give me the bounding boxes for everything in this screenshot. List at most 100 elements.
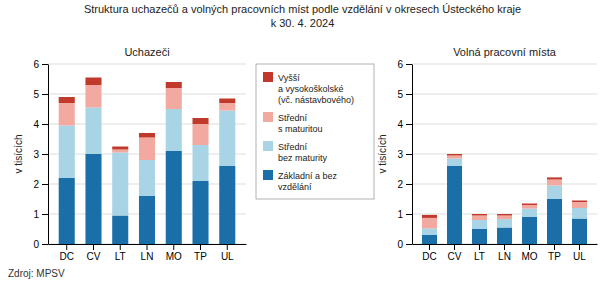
legend-label: Základní a bezvzdělání: [278, 171, 338, 192]
text-line: vzdělání: [278, 182, 312, 192]
y-tick: 3: [397, 149, 412, 160]
tick-mark: [406, 154, 412, 155]
bars: [59, 78, 236, 245]
bar: [192, 181, 208, 244]
bar: [422, 218, 437, 229]
y-tick-label: 4: [33, 119, 39, 130]
bar: [219, 111, 235, 167]
y-tick-label: 1: [33, 209, 39, 220]
x-tick: DC: [422, 244, 436, 262]
x-tick: LN: [498, 244, 511, 262]
tick-mark: [406, 64, 412, 65]
x-tick: MO: [166, 244, 182, 262]
bar-series: [59, 108, 236, 216]
text-line: Vyšší: [278, 73, 300, 83]
bar: [166, 88, 182, 109]
x-tick: LT: [115, 244, 126, 262]
text-line: (vč. nástavbového): [278, 95, 354, 105]
legend-swatch: [263, 72, 273, 82]
y-tick: 1: [397, 209, 412, 220]
bar: [139, 196, 155, 244]
bar: [112, 150, 128, 153]
x-tick-label: MO: [521, 251, 537, 262]
bar: [139, 133, 155, 138]
grid-line: [48, 124, 246, 125]
chart-figure: Struktura uchazečů a volných pracovních …: [0, 0, 605, 282]
bar: [85, 78, 101, 86]
bar: [59, 126, 75, 179]
grid-line: [412, 214, 597, 215]
x-tick: CV: [87, 244, 101, 262]
x-tick: TP: [194, 244, 207, 262]
text-line: Základní a bez: [278, 171, 338, 181]
tick-mark: [554, 244, 555, 250]
y-tick: 6: [397, 59, 412, 70]
legend-label: Vyššía vysokoškolské(vč. nástavbového): [278, 73, 354, 105]
x-tick-label: TP: [548, 251, 561, 262]
tick-mark: [42, 184, 48, 185]
bar: [522, 205, 537, 209]
text-line: s maturitou: [278, 124, 323, 134]
bar: [522, 204, 537, 206]
bar: [497, 219, 512, 227]
annotation: Zdroj: MPSV: [8, 268, 65, 279]
tick-mark: [406, 124, 412, 125]
y-tick: 2: [397, 179, 412, 190]
x-tick-label: UL: [573, 251, 586, 262]
y-tick: 5: [397, 89, 412, 100]
bar: [139, 160, 155, 196]
bar: [166, 109, 182, 151]
bar: [472, 216, 487, 221]
grid-line: [412, 94, 597, 95]
x-tick-label: DC: [60, 251, 74, 262]
bar: [112, 153, 128, 216]
bars: [422, 154, 587, 244]
text-line: bez maturity: [278, 153, 328, 163]
x-tick-label: CV: [87, 251, 101, 262]
bar: [139, 138, 155, 161]
x-axis: DCCVLTLNMOTPUL: [413, 244, 598, 262]
chart-panel: 0123456DCCVLTLNMOTPULVolná pracovní míst…: [377, 46, 598, 262]
x-tick: LT: [474, 244, 485, 262]
bar: [85, 108, 101, 155]
bar-series: [422, 154, 587, 218]
y-tick: 4: [33, 119, 48, 130]
y-axis: 0123456: [33, 59, 48, 250]
bar-series: [59, 78, 236, 150]
bar: [422, 215, 437, 218]
bar: [522, 209, 537, 217]
grid: [412, 64, 597, 244]
y-tick: 0: [397, 239, 412, 250]
text-line: a vysokoškolské: [278, 84, 344, 94]
bar: [166, 151, 182, 244]
y-tick-label: 0: [33, 239, 39, 250]
x-tick-label: MO: [166, 251, 182, 262]
bar: [219, 99, 235, 104]
grid-line: [48, 64, 246, 65]
bar: [192, 145, 208, 181]
bar: [472, 214, 487, 216]
bar: [547, 177, 562, 179]
bar: [572, 208, 587, 219]
tick-mark: [42, 214, 48, 215]
axis-line: [48, 65, 49, 245]
bar: [572, 201, 587, 203]
x-tick-label: TP: [194, 251, 207, 262]
bar-series: [422, 159, 587, 236]
y-tick-label: 4: [397, 119, 403, 130]
x-axis: DC CV LT LN MO TP UL: [49, 244, 247, 262]
axis-line: [412, 65, 413, 245]
tick-mark: [429, 244, 430, 250]
y-tick: 2: [33, 179, 48, 190]
grid-line: [48, 94, 246, 95]
tick-mark: [42, 64, 48, 65]
bar-series: [59, 85, 236, 160]
x-tick: UL: [221, 244, 234, 262]
bar: [447, 156, 462, 159]
bar: [112, 147, 128, 150]
legend-entry: Vyššía vysokoškolské(vč. nástavbového): [263, 72, 354, 105]
x-tick-label: UL: [221, 251, 234, 262]
grid-line: [412, 64, 597, 65]
y-axis-title: v tisících: [377, 135, 388, 174]
x-tick-label: LN: [141, 251, 154, 262]
